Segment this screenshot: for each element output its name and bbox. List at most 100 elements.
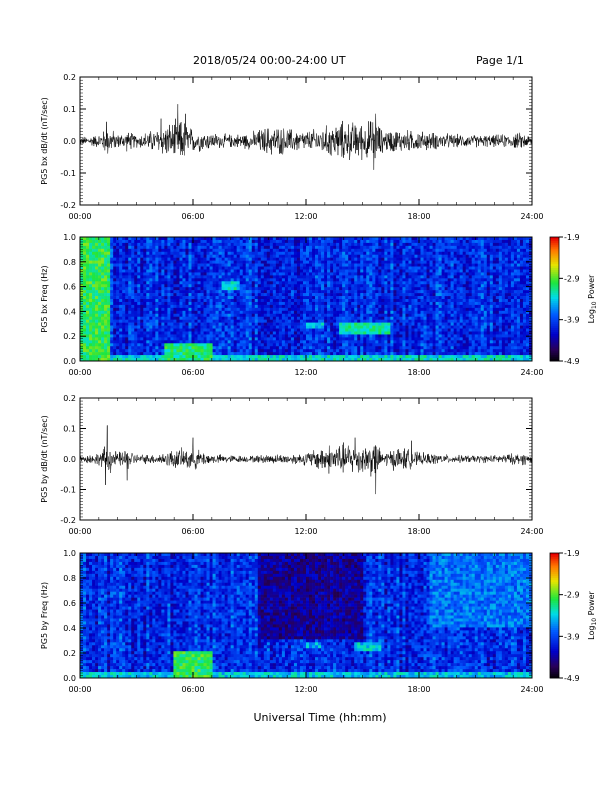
spectrogram-cell <box>128 313 132 318</box>
spectrogram-cell <box>215 272 219 276</box>
spectrogram-cell <box>284 349 289 353</box>
spectrogram-cell <box>378 325 382 329</box>
spectrogram-cell <box>155 355 159 359</box>
spectrogram-cell <box>402 242 406 247</box>
spectrogram-cell <box>158 349 162 353</box>
spectrogram-cell <box>137 237 141 241</box>
spectrogram-cell <box>420 269 424 273</box>
spectrogram-cell <box>125 269 129 273</box>
spectrogram-cell <box>381 237 385 241</box>
spectrogram-cell <box>327 275 331 279</box>
spectrogram-cell <box>209 254 213 258</box>
spectrogram-cell <box>248 299 253 303</box>
spectrogram-cell <box>161 251 165 256</box>
spectrogram-cell <box>375 284 379 288</box>
spectrogram-cell <box>98 275 102 279</box>
spectrogram-cell <box>263 313 268 318</box>
spectrogram-cell <box>179 296 183 300</box>
spectrogram-cell <box>125 245 129 250</box>
spectrogram-cell <box>239 325 244 329</box>
spectrogram-cell <box>218 313 222 318</box>
spectrogram-cell <box>266 322 271 326</box>
spectrogram-cell <box>167 349 171 353</box>
spectrogram-cell <box>396 251 400 256</box>
spectrogram-cell <box>348 343 352 347</box>
spectrogram-cell <box>161 304 165 309</box>
spectrogram-cell <box>363 293 367 297</box>
spectrogram-cell <box>98 237 102 241</box>
spectrogram-cell <box>161 293 165 297</box>
spectrogram-cell <box>89 290 93 294</box>
spectrogram-cell <box>116 346 120 350</box>
spectrogram-cell <box>242 358 247 362</box>
spectrogram-cell <box>251 296 256 300</box>
spectrogram-cell <box>390 301 394 306</box>
spectrogram-cell <box>179 251 183 256</box>
spectrogram-cell <box>269 316 274 320</box>
spectrogram-cell <box>309 334 313 338</box>
spectrogram-cell <box>324 313 328 318</box>
spectrogram-cell <box>290 237 295 241</box>
spectrogram-cell <box>333 346 337 350</box>
spectrogram-cell <box>128 346 132 350</box>
spectrogram-cell <box>101 340 105 344</box>
spectrogram-cell <box>131 248 135 253</box>
spectrogram-cell <box>230 293 234 297</box>
spectrogram-cell <box>417 322 421 326</box>
spectrogram-cell <box>116 299 120 303</box>
spectrogram-cell <box>381 337 385 341</box>
spectrogram-cell <box>399 307 403 312</box>
spectrogram-cell <box>345 287 349 291</box>
spectrogram-cell <box>104 293 108 297</box>
spectrogram-cell <box>293 266 298 270</box>
spectrogram-cell <box>266 328 271 332</box>
spectrogram-cell <box>197 251 201 256</box>
spectrogram-cell <box>164 355 168 359</box>
spectrogram-cell <box>122 269 126 273</box>
spectrogram-cell <box>107 349 111 353</box>
spectrogram-cell <box>125 263 129 267</box>
spectrogram-cell <box>302 278 307 282</box>
spectrogram-cell <box>179 349 183 353</box>
spectrogram-cell <box>260 263 265 267</box>
spectrogram-cell <box>140 325 144 329</box>
spectrogram-cell <box>116 319 120 323</box>
spectrogram-cell <box>293 310 298 315</box>
spectrogram-cell <box>212 251 216 256</box>
spectrogram-cell <box>278 281 283 285</box>
spectrogram-cell <box>182 316 186 320</box>
spectrogram-cell <box>321 304 325 309</box>
spectrogram-cell <box>170 260 174 264</box>
spectrogram-cell <box>420 237 424 241</box>
spectrogram-cell <box>101 304 105 309</box>
spectrogram-cell <box>405 349 409 353</box>
spectrogram-cell <box>197 310 201 315</box>
spectrogram-cell <box>158 251 162 256</box>
spectrogram-cell <box>254 349 259 353</box>
spectrogram-cell <box>306 254 310 258</box>
spectrogram-cell <box>248 237 253 241</box>
spectrogram-cell <box>299 272 304 276</box>
spectrogram-cell <box>89 307 93 312</box>
spectrogram-cell <box>393 340 397 344</box>
spectrogram-cell <box>336 239 340 244</box>
spectrogram-cell <box>302 237 307 241</box>
spectrogram-cell <box>333 254 337 258</box>
spectrogram-cell <box>387 239 391 244</box>
spectrogram-cell <box>251 269 256 273</box>
spectrogram-cell <box>318 340 322 344</box>
spectrogram-cell <box>113 237 117 241</box>
spectrogram-cell <box>197 316 201 320</box>
spectrogram-cell <box>182 278 186 282</box>
spectrogram-cell <box>215 316 219 320</box>
spectrogram-cell <box>333 260 337 264</box>
spectrogram-cell <box>149 245 153 250</box>
spectrogram-cell <box>390 290 394 294</box>
spectrogram-cell <box>227 346 231 350</box>
spectrogram-cell <box>107 296 111 300</box>
spectrogram-cell <box>152 346 156 350</box>
spectrogram-cell <box>299 296 304 300</box>
spectrogram-cell <box>321 287 325 291</box>
spectrogram-cell <box>86 281 90 285</box>
spectrogram-cell <box>351 248 355 253</box>
